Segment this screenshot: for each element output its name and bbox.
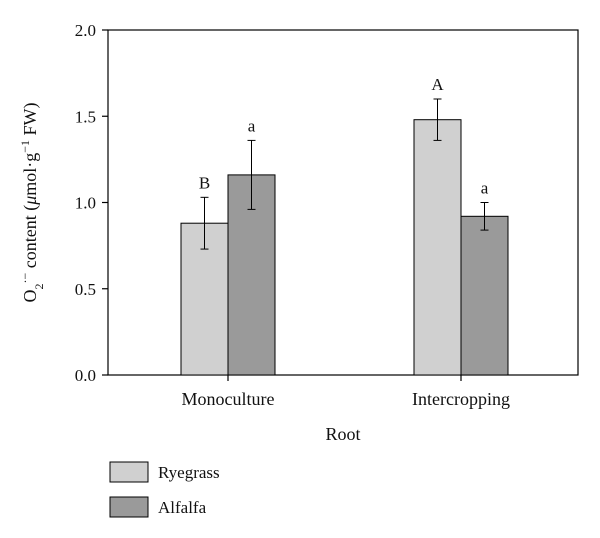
y-tick-label: 0.5: [75, 280, 96, 299]
bar-alfalfa: [227, 174, 276, 376]
y-title-unit-sup: −1: [18, 140, 32, 153]
y-title-suffix: FW): [20, 102, 41, 140]
x-axis-title-group: Root: [325, 424, 360, 444]
x-category-label: Intercropping: [412, 389, 510, 409]
x-category-label: Monoculture: [182, 389, 275, 409]
x-axis-title: Root: [325, 424, 360, 444]
y-axis-title-text: O2·− content (μmol·g−1 FW): [18, 102, 46, 302]
y-title-sup: ·−: [18, 273, 32, 284]
legend-label-alfalfa: Alfalfa: [158, 498, 207, 517]
y-tick-label: 0.0: [75, 366, 96, 385]
bar-alfalfa: [460, 215, 509, 376]
y-title-prefix: O: [20, 290, 40, 303]
legend: Ryegrass Alfalfa: [109, 461, 220, 518]
significance-label: a: [248, 116, 256, 135]
legend-label-ryegrass: Ryegrass: [158, 463, 220, 482]
y-title-unit: mol·g: [20, 153, 40, 196]
y-title-sub: 2: [32, 284, 46, 290]
y-title-mu: μ: [20, 196, 40, 206]
y-tick-label: 1.0: [75, 194, 96, 213]
bar-ryegrass: [413, 119, 462, 376]
plot-area: 0.0 0.5 1.0 1.5 2.0 Monoculture Intercropping B…: [75, 21, 579, 409]
y-axis-title: O2·− content (μmol·g−1 FW): [18, 102, 46, 302]
significance-label: A: [431, 75, 444, 94]
y-tick-label: 1.5: [75, 107, 96, 126]
significance-label: B: [199, 173, 210, 192]
legend-swatch-ryegrass: [109, 461, 149, 483]
legend-swatch-alfalfa: [109, 496, 149, 518]
y-tick-label: 2.0: [75, 21, 96, 40]
significance-label: a: [481, 179, 489, 198]
y-title-middle: content (: [20, 205, 41, 273]
